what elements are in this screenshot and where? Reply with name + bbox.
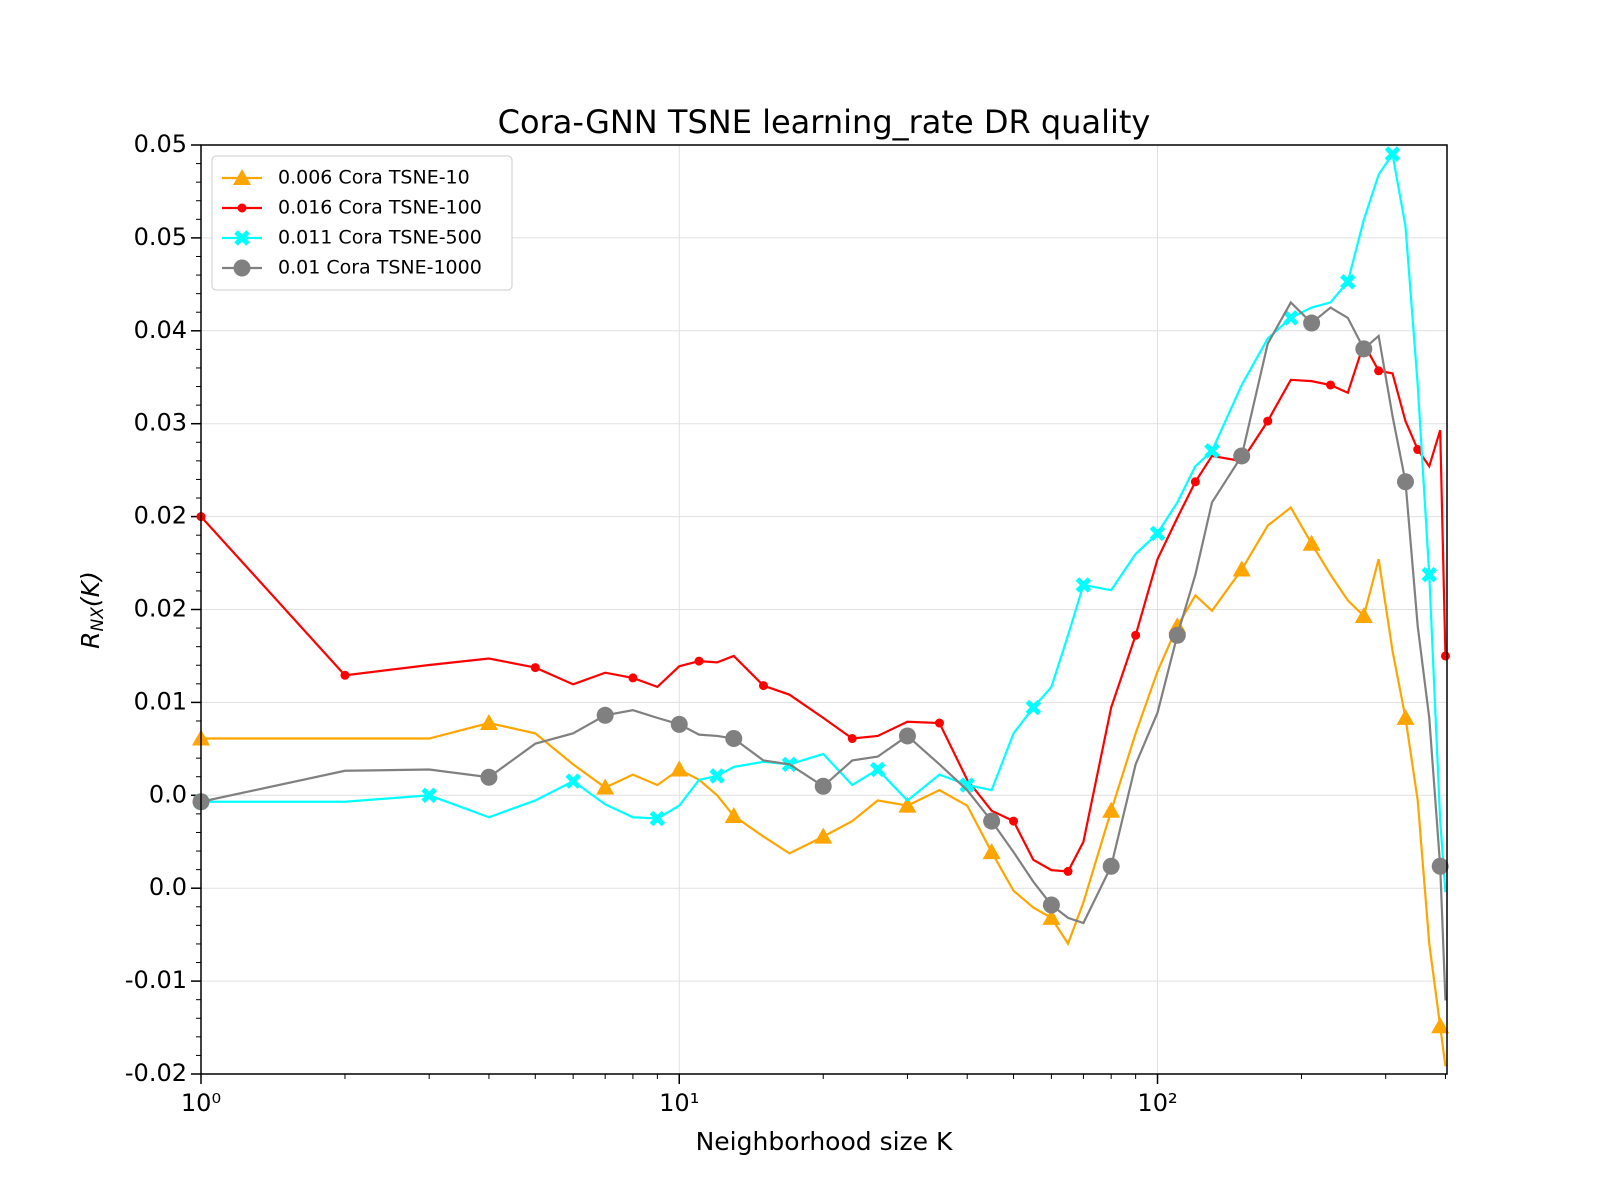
- y-label-arg: (K): [76, 571, 105, 607]
- series-marker: [934, 718, 944, 728]
- series-marker: [709, 768, 725, 784]
- series-marker: [1042, 896, 1060, 914]
- y-tick-label: 0.03: [134, 409, 187, 437]
- series-marker: [898, 727, 916, 745]
- legend-box: [211, 155, 513, 291]
- legend-label: 0.011 Cora TSNE-500: [278, 227, 482, 249]
- y-label-sub: NX: [88, 607, 108, 632]
- chart-title: Cora-GNN TSNE learning_rate DR quality: [498, 103, 1151, 141]
- series-marker: [670, 715, 688, 733]
- series-marker: [1396, 473, 1414, 491]
- series-marker: [1042, 908, 1061, 925]
- series-marker: [1340, 274, 1356, 290]
- series-marker: [1063, 866, 1073, 876]
- y-tick-label: 0.01: [134, 687, 187, 715]
- series-marker: [565, 773, 581, 789]
- series-marker: [1431, 1017, 1450, 1034]
- y-tick-label: -0.02: [125, 1059, 187, 1087]
- series-marker: [596, 778, 615, 795]
- series-marker: [724, 806, 743, 823]
- series-marker: [1283, 310, 1299, 326]
- series-marker: [1102, 801, 1121, 818]
- series-marker: [479, 714, 498, 731]
- series-marker: [1384, 146, 1401, 162]
- legend-label: 0.01 Cora TSNE-1000: [278, 257, 482, 279]
- series-marker: [340, 670, 350, 680]
- series-marker: [1190, 477, 1200, 487]
- series-marker: [814, 827, 833, 844]
- series-marker: [1102, 857, 1120, 875]
- x-tick-label: 10²: [1137, 1089, 1177, 1117]
- series-marker: [758, 681, 768, 691]
- series-marker: [649, 810, 666, 827]
- series-marker: [1374, 366, 1384, 376]
- series-marker: [421, 787, 437, 804]
- series-marker: [1355, 340, 1373, 358]
- legend-label: 0.016 Cora TSNE-100: [278, 197, 482, 219]
- series-marker: [1263, 416, 1273, 426]
- y-axis-label: RNX(K): [76, 571, 108, 649]
- x-tick-label: 10⁰: [181, 1089, 221, 1117]
- legend-marker: [233, 169, 251, 185]
- series-marker: [530, 663, 540, 673]
- series-marker: [480, 768, 498, 786]
- y-tick-label: -0.01: [125, 966, 187, 994]
- series-marker: [1354, 606, 1373, 623]
- y-tick-label: 0.02: [134, 595, 187, 623]
- series-line: [201, 505, 1447, 1067]
- series-line: [201, 300, 1447, 1001]
- plot-frame: [200, 144, 1448, 1075]
- series-marker: [1009, 816, 1019, 826]
- series-marker: [959, 777, 975, 793]
- series-marker: [1131, 630, 1141, 640]
- y-tick-label: 0.05: [134, 130, 187, 158]
- series-marker: [847, 734, 857, 744]
- series-marker: [1168, 626, 1186, 644]
- series-marker: [1303, 314, 1321, 332]
- series-marker: [1326, 380, 1336, 390]
- series-marker: [869, 761, 886, 778]
- series-marker: [670, 760, 689, 777]
- series-marker: [1075, 577, 1092, 593]
- series-marker: [1421, 566, 1438, 583]
- series-marker: [1396, 708, 1415, 725]
- series-marker: [1233, 447, 1251, 465]
- series-marker: [725, 730, 743, 748]
- series-marker: [1025, 699, 1042, 716]
- series-marker: [814, 777, 832, 795]
- series-marker: [982, 843, 1001, 860]
- series-marker: [1232, 560, 1251, 577]
- series-marker: [1413, 445, 1423, 455]
- y-tick-label: 0.0: [149, 780, 187, 808]
- series-marker: [628, 673, 638, 683]
- legend-marker: [234, 230, 250, 246]
- series-marker: [1440, 651, 1450, 661]
- y-tick-label: 0.05: [134, 223, 187, 251]
- series-marker: [596, 706, 614, 724]
- series-marker: [1431, 857, 1449, 875]
- x-axis-label: Neighborhood size K: [696, 1127, 953, 1156]
- legend-marker: [237, 203, 247, 213]
- legend-marker: [233, 259, 251, 277]
- series-line: [201, 340, 1447, 873]
- series-marker: [898, 796, 917, 813]
- series-marker: [1302, 534, 1321, 551]
- series-marker: [694, 656, 704, 666]
- y-tick-label: 0.04: [134, 316, 187, 344]
- legend-label: 0.006 Cora TSNE-10: [278, 167, 470, 189]
- y-tick-label: 0.0: [149, 873, 187, 901]
- y-label-main: R: [76, 631, 105, 648]
- x-tick-label: 10¹: [659, 1089, 699, 1117]
- series-marker: [1204, 443, 1220, 459]
- series-marker: [1149, 525, 1166, 542]
- series-marker: [983, 812, 1001, 830]
- y-tick-label: 0.02: [134, 502, 187, 530]
